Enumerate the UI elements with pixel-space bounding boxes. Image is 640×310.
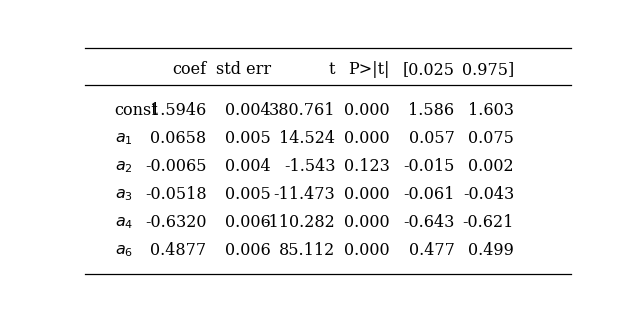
Text: 0.075: 0.075 bbox=[468, 130, 514, 147]
Text: 0.4877: 0.4877 bbox=[150, 242, 207, 259]
Text: -0.643: -0.643 bbox=[403, 214, 454, 231]
Text: 1.5946: 1.5946 bbox=[150, 101, 207, 118]
Text: 0.499: 0.499 bbox=[468, 242, 514, 259]
Text: 0.000: 0.000 bbox=[344, 130, 390, 147]
Text: 0.005: 0.005 bbox=[225, 186, 271, 203]
Text: 1.586: 1.586 bbox=[408, 101, 454, 118]
Text: -11.473: -11.473 bbox=[274, 186, 335, 203]
Text: 0.0658: 0.0658 bbox=[150, 130, 207, 147]
Text: 0.000: 0.000 bbox=[344, 186, 390, 203]
Text: -110.282: -110.282 bbox=[264, 214, 335, 231]
Text: -0.0065: -0.0065 bbox=[145, 158, 207, 175]
Text: 0.006: 0.006 bbox=[225, 242, 271, 259]
Text: 0.002: 0.002 bbox=[468, 158, 514, 175]
Text: 1.603: 1.603 bbox=[468, 101, 514, 118]
Text: $a_2$: $a_2$ bbox=[115, 158, 132, 175]
Text: $a_1$: $a_1$ bbox=[115, 130, 132, 147]
Text: 85.112: 85.112 bbox=[279, 242, 335, 259]
Text: $a_6$: $a_6$ bbox=[115, 242, 133, 259]
Text: 0.000: 0.000 bbox=[344, 101, 390, 118]
Text: 0.004: 0.004 bbox=[225, 158, 271, 175]
Text: -0.621: -0.621 bbox=[463, 214, 514, 231]
Text: 0.006: 0.006 bbox=[225, 214, 271, 231]
Text: 0.000: 0.000 bbox=[344, 242, 390, 259]
Text: 380.761: 380.761 bbox=[269, 101, 335, 118]
Text: -1.543: -1.543 bbox=[284, 158, 335, 175]
Text: $a_4$: $a_4$ bbox=[115, 214, 133, 231]
Text: -0.061: -0.061 bbox=[403, 186, 454, 203]
Text: 0.477: 0.477 bbox=[408, 242, 454, 259]
Text: std err: std err bbox=[216, 61, 271, 78]
Text: const: const bbox=[115, 101, 159, 118]
Text: P>|t|: P>|t| bbox=[349, 61, 390, 78]
Text: 0.000: 0.000 bbox=[344, 214, 390, 231]
Text: -0.6320: -0.6320 bbox=[145, 214, 207, 231]
Text: 14.524: 14.524 bbox=[280, 130, 335, 147]
Text: 0.005: 0.005 bbox=[225, 130, 271, 147]
Text: -0.043: -0.043 bbox=[463, 186, 514, 203]
Text: 0.057: 0.057 bbox=[408, 130, 454, 147]
Text: coef: coef bbox=[172, 61, 207, 78]
Text: $a_3$: $a_3$ bbox=[115, 186, 132, 203]
Text: [0.025: [0.025 bbox=[403, 61, 454, 78]
Text: 0.004: 0.004 bbox=[225, 101, 271, 118]
Text: t: t bbox=[329, 61, 335, 78]
Text: 0.123: 0.123 bbox=[344, 158, 390, 175]
Text: 0.975]: 0.975] bbox=[461, 61, 514, 78]
Text: -0.0518: -0.0518 bbox=[145, 186, 207, 203]
Text: -0.015: -0.015 bbox=[403, 158, 454, 175]
